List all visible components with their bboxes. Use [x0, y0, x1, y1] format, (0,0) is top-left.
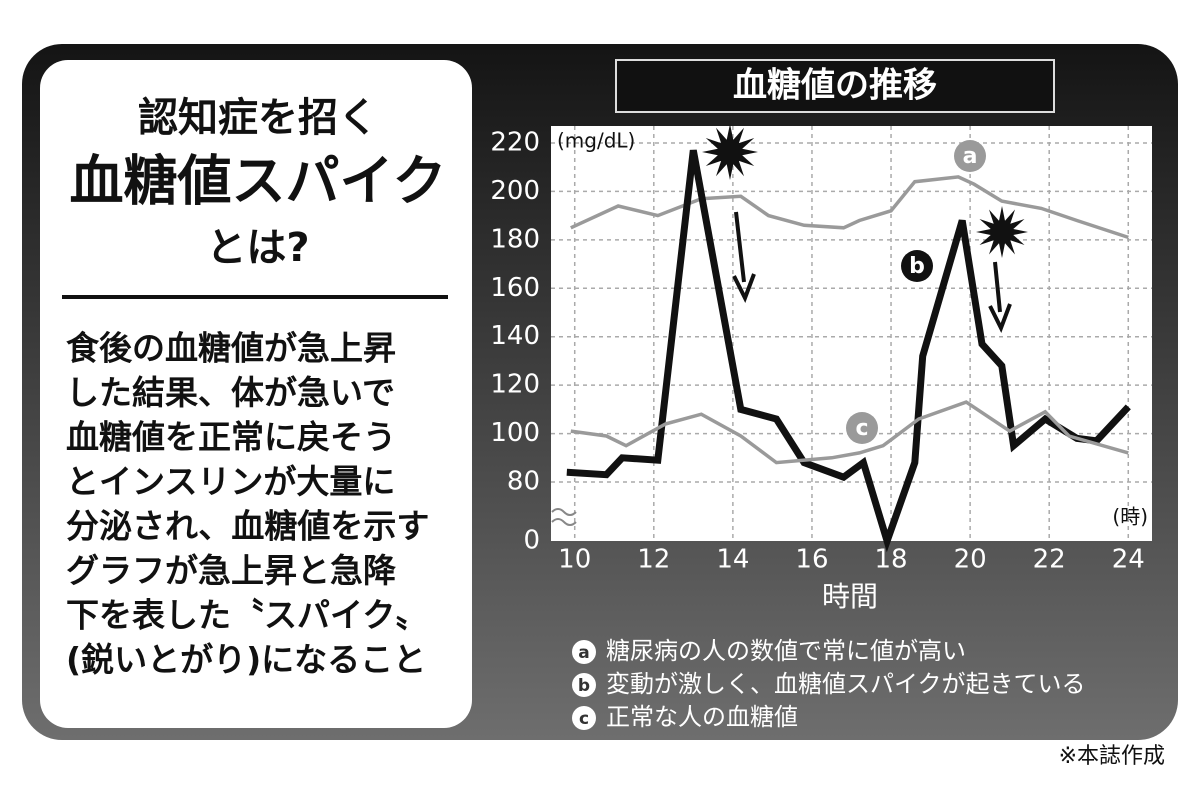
x-tick-label: 24: [1112, 545, 1145, 575]
y-tick-label: 200: [490, 176, 540, 206]
x-tick-label: 18: [874, 545, 907, 575]
series-line: [566, 149, 1131, 553]
x-tick-label: 14: [716, 545, 749, 575]
legend-letter: b: [578, 676, 590, 696]
axis-break: [551, 508, 577, 526]
annotation-badge: [901, 250, 933, 282]
y-unit: (mg/dL): [557, 129, 635, 153]
body-line: した結果、体が急いで: [66, 373, 395, 412]
y-tick-label: 80: [507, 467, 540, 497]
y-tick-label: 140: [490, 321, 540, 351]
y-tick-label: 180: [490, 224, 540, 254]
x-tick-label: 16: [795, 545, 828, 575]
legend-badge: [572, 640, 596, 664]
legend-letter: a: [578, 643, 589, 663]
body-line: 食後の血糖値が急上昇: [66, 329, 396, 368]
body-text: 食後の血糖値が急上昇した結果、体が急いで血糖値を正常に戻そうとインスリンが大量に…: [66, 329, 429, 680]
body-line: (鋭いとがり)になること: [66, 640, 426, 679]
body-line: とインスリンが大量に: [66, 462, 395, 501]
chart-title: 血糖値の推移: [733, 66, 937, 106]
legend-text: 変動が激しく、血糖値スパイクが起きている: [606, 670, 1086, 698]
footer: ※本誌作成: [1059, 744, 1165, 769]
legend-text: 正常な人の血糖値: [606, 703, 798, 731]
annotation-label: b: [909, 254, 925, 279]
y-tick-label: 160: [490, 273, 540, 303]
title-line: 血糖値スパイク: [70, 150, 447, 213]
x-tick-label: 22: [1033, 545, 1066, 575]
body-line: 分泌され、血糖値を示す: [66, 507, 429, 546]
chart-title-box: [615, 59, 1055, 113]
y-tick-label: 100: [490, 418, 540, 448]
annotation-label: a: [963, 144, 978, 169]
x-unit: (時): [1112, 505, 1148, 529]
x-tick-label: 20: [954, 545, 987, 575]
y-tick-label: 220: [490, 128, 540, 158]
y-tick-label: 0: [523, 526, 540, 556]
x-axis-label: 時間: [822, 580, 878, 613]
starburst: [702, 124, 758, 180]
legend-badge: [572, 706, 596, 730]
body-line: 下を表した〝スパイク〟: [66, 596, 428, 635]
y-tick-label: 120: [490, 370, 540, 400]
body-line: グラフが急上昇と急降: [66, 551, 397, 590]
legend-text: 糖尿病の人の数値で常に値が高い: [606, 637, 966, 665]
legend-letter: c: [579, 709, 589, 729]
annotation-badge: [846, 412, 878, 444]
title-line: とは?: [206, 225, 309, 271]
plot-area: [551, 126, 1152, 541]
body-line: 血糖値を正常に戻そう: [66, 418, 396, 457]
annotation-badge: [954, 140, 986, 172]
x-tick-label: 12: [637, 545, 670, 575]
x-tick-label: 10: [558, 545, 591, 575]
arrow: [988, 261, 1012, 333]
legend: a 糖尿病の人の数値で常に値が高い b 変動が激しく、血糖値スパイクが起きている c 正常…: [572, 637, 1086, 731]
annotation-label: c: [855, 416, 868, 441]
legend-badge: [572, 673, 596, 697]
series-line: [570, 400, 1129, 465]
left-panel: [40, 60, 472, 728]
title-line: 認知症を招く: [138, 95, 378, 141]
arrow: [732, 211, 756, 303]
plot: a b c: [551, 124, 1152, 553]
starburst: [976, 206, 1028, 258]
